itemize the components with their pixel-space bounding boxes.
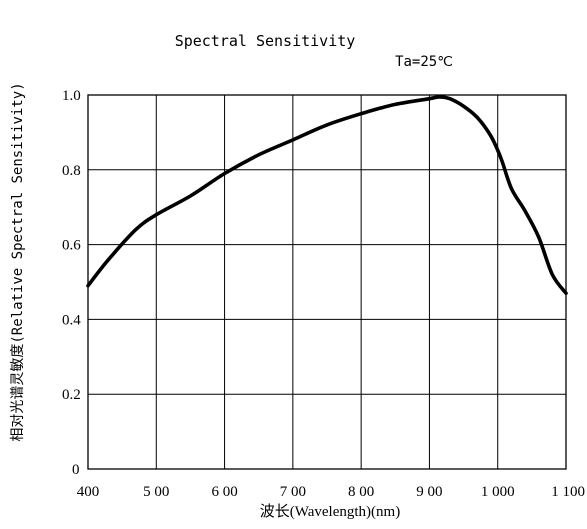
sensitivity-curve <box>86 95 568 295</box>
x-tick-label: 1 000 <box>481 484 515 500</box>
y-tick-label: 1.0 <box>62 88 81 104</box>
x-tick-label: 9 00 <box>416 484 442 500</box>
x-tick-labels: 400 5 00 6 00 7 00 8 00 9 00 1 000 1 100 <box>77 484 585 500</box>
grid <box>88 95 566 470</box>
temperature-condition: Ta=25℃ <box>395 54 453 70</box>
x-tick-label: 1 100 <box>551 484 585 500</box>
y-tick-label: 0 <box>72 462 80 478</box>
x-tick-label: 8 00 <box>348 484 374 500</box>
x-tick-label: 6 00 <box>211 484 237 500</box>
y-tick-labels: 0 0.2 0.4 0.6 0.8 1.0 <box>62 88 81 478</box>
x-tick-label: 5 00 <box>143 484 169 500</box>
y-tick-label: 0.4 <box>62 312 81 328</box>
plot-frame <box>87 94 567 470</box>
x-tick-label: 400 <box>77 484 100 500</box>
y-tick-label: 0.6 <box>62 238 81 254</box>
y-tick-label: 0.2 <box>62 387 81 403</box>
x-tick-label: 7 00 <box>280 484 306 500</box>
x-axis-label: 波长(Wavelength)(nm) <box>260 503 400 520</box>
y-tick-label: 0.8 <box>62 163 81 179</box>
chart-title: Spectral Sensitivity <box>175 32 356 50</box>
y-axis-label: 相对光谱灵敏度(Relative Spectral Sensitivity) <box>10 82 26 441</box>
